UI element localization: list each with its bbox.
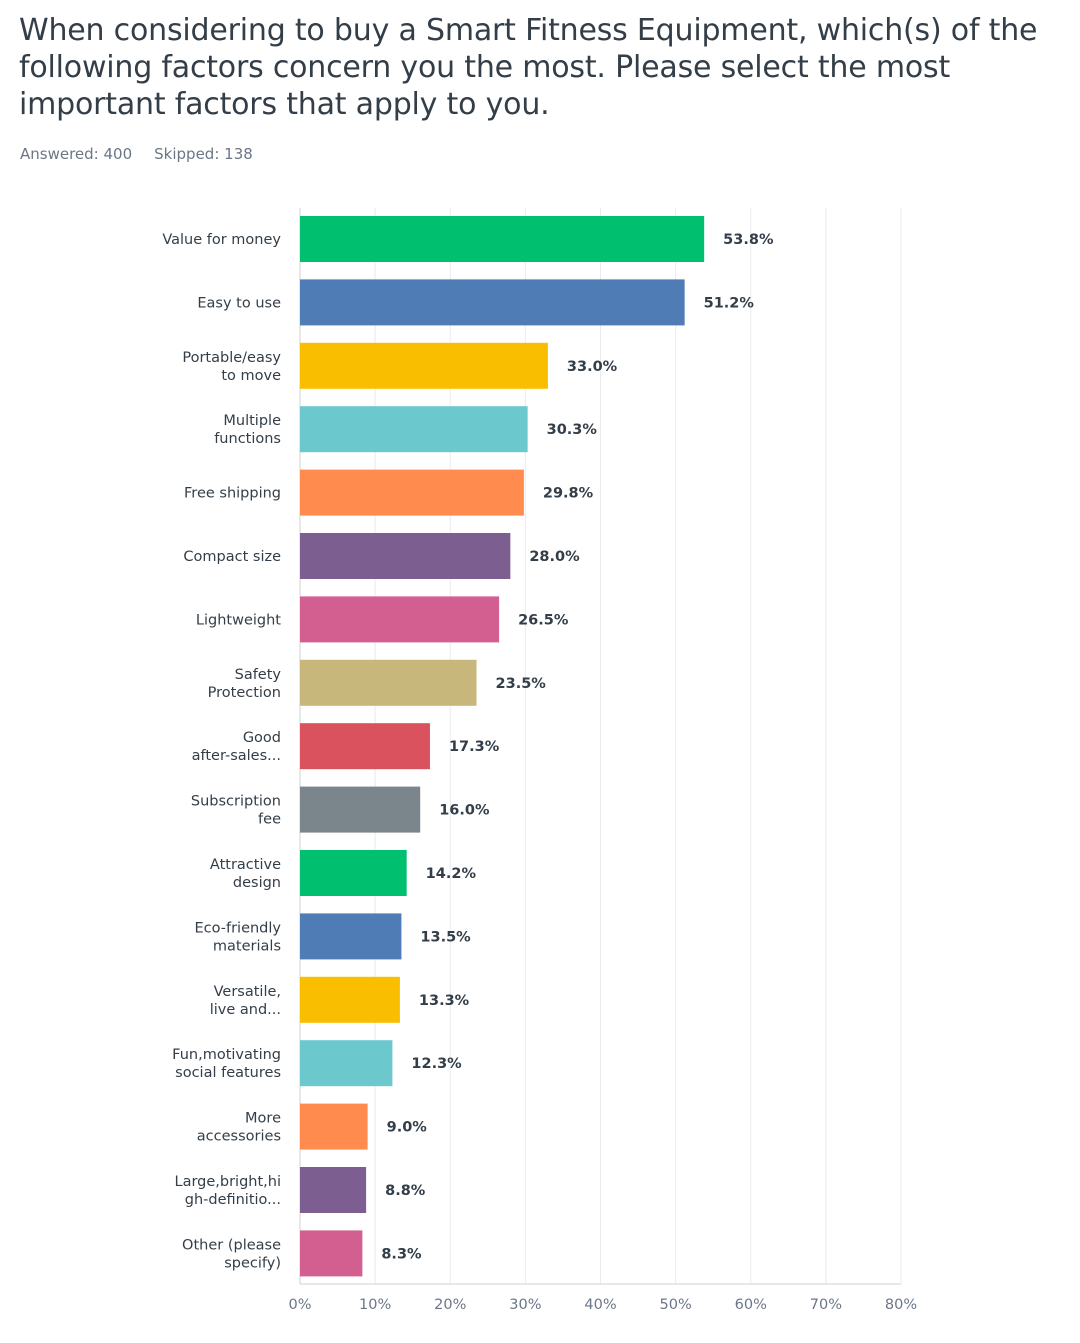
bar [300,1230,363,1277]
bar [300,1040,393,1087]
x-tick-label: 20% [434,1297,466,1313]
bar [300,913,402,960]
category-label: Portable/easy to move [182,350,281,384]
bar [300,659,477,706]
x-tick-label: 0% [288,1297,311,1313]
value-label: 13.5% [420,929,471,945]
category-label: Attractive design [210,857,281,891]
bar [300,342,548,389]
value-label: 12.3% [411,1056,462,1072]
category-label: Compact size [183,549,281,565]
category-label: Safety Protection [208,667,282,701]
value-label: 9.0% [387,1120,428,1136]
skipped-count: 138 [224,145,253,163]
value-label: 8.8% [385,1183,426,1199]
value-label: 28.0% [529,549,580,565]
response-stats: Answered: 400 Skipped: 138 [20,145,253,163]
category-label: Value for money [162,232,281,248]
category-label: Large,bright,hi gh-definitio... [174,1174,281,1208]
answered-label: Answered: [20,145,99,163]
bar [300,976,400,1023]
x-tick-label: 60% [735,1297,767,1313]
bar [300,1103,368,1150]
bars [300,216,705,1277]
bar [300,406,528,453]
bar [300,596,500,643]
x-tick-label: 30% [509,1297,541,1313]
bar [300,723,430,770]
value-label: 17.3% [449,739,500,755]
answered-stat: Answered: 400 [20,145,132,163]
value-label: 33.0% [567,359,618,375]
value-label: 23.5% [496,676,547,692]
category-label: Free shipping [184,486,281,502]
x-tick-label: 80% [885,1297,917,1313]
answered-count: 400 [103,145,133,163]
category-label: Subscription fee [191,794,281,828]
question-title: When considering to buy a Smart Fitness … [19,13,1038,122]
x-tick-label: 70% [810,1297,842,1313]
category-label: Easy to use [197,295,281,311]
category-label: Lightweight [196,612,281,628]
value-label: 16.0% [439,803,490,819]
value-label: 29.8% [543,486,594,502]
bar [300,279,685,326]
bar [300,533,511,579]
category-label: More accessories [197,1111,281,1145]
category-label: Multiple functions [214,413,281,447]
value-label: 8.3% [381,1246,422,1262]
value-label: 13.3% [419,993,470,1009]
x-tick-label: 10% [359,1297,391,1313]
bar [300,786,421,833]
value-label: 14.2% [426,866,477,882]
x-tick-label: 50% [660,1297,692,1313]
value-label: 30.3% [547,422,598,438]
category-label: Versatile, live and... [210,984,281,1018]
category-label: Other (please specify) [182,1237,281,1271]
bar [300,216,705,262]
skipped-stat: Skipped: 138 [154,145,253,163]
bar [300,1167,367,1213]
bar [300,850,407,896]
category-label: Eco-friendly materials [194,920,281,954]
value-label: 51.2% [704,295,755,311]
category-label: Good after-sales... [192,730,281,764]
x-axis-ticks: 0% 10% 20% 30% 40% 50% 60% 70% 80% [288,1297,917,1313]
value-label: 53.8% [723,232,774,248]
value-labels: 53.8% 51.2% 33.0% 30.3% 29.8% 28.0% 26.5% 23.5%… [381,232,774,1262]
category-label: Fun,motivating social features [172,1047,281,1081]
x-tick-label: 40% [584,1297,616,1313]
category-labels: Value for money Easy to use Portable/easy t… [162,232,281,1271]
skipped-label: Skipped: [154,145,220,163]
bar [300,469,524,516]
value-label: 26.5% [518,612,569,628]
